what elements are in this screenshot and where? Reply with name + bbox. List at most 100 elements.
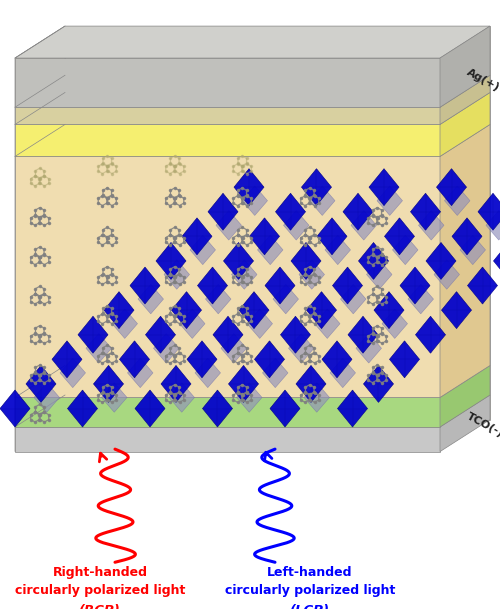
Polygon shape	[343, 193, 373, 230]
Polygon shape	[15, 58, 440, 107]
Polygon shape	[478, 193, 500, 230]
Polygon shape	[34, 382, 60, 412]
Polygon shape	[208, 193, 238, 230]
Polygon shape	[15, 76, 490, 107]
Polygon shape	[408, 284, 434, 314]
Polygon shape	[340, 284, 366, 314]
Polygon shape	[468, 267, 498, 304]
Text: circularly polarized light: circularly polarized light	[225, 585, 395, 597]
Polygon shape	[384, 218, 414, 255]
Polygon shape	[418, 211, 444, 240]
Polygon shape	[221, 334, 246, 363]
Polygon shape	[434, 259, 460, 289]
Polygon shape	[198, 267, 228, 304]
Polygon shape	[15, 427, 440, 452]
Polygon shape	[120, 341, 150, 378]
Polygon shape	[440, 93, 490, 157]
Polygon shape	[351, 211, 376, 240]
Polygon shape	[392, 235, 418, 265]
Text: Right-handed: Right-handed	[52, 566, 148, 579]
Polygon shape	[135, 390, 165, 427]
Text: Left-handed: Left-handed	[267, 566, 353, 579]
Polygon shape	[180, 309, 205, 339]
Polygon shape	[364, 365, 394, 403]
Polygon shape	[296, 365, 326, 403]
Polygon shape	[228, 365, 258, 403]
Polygon shape	[94, 365, 124, 403]
Polygon shape	[213, 316, 243, 353]
Polygon shape	[187, 341, 217, 378]
Polygon shape	[15, 395, 490, 427]
Text: (LCP): (LCP)	[290, 604, 330, 609]
Polygon shape	[224, 242, 254, 280]
Polygon shape	[276, 193, 306, 230]
Polygon shape	[306, 292, 336, 329]
Polygon shape	[15, 107, 440, 124]
Polygon shape	[250, 218, 280, 255]
Polygon shape	[232, 259, 257, 289]
Polygon shape	[112, 309, 138, 339]
Polygon shape	[52, 341, 82, 378]
Polygon shape	[280, 316, 310, 353]
Polygon shape	[426, 242, 456, 280]
Polygon shape	[15, 26, 490, 58]
Polygon shape	[182, 218, 212, 255]
Polygon shape	[314, 309, 340, 339]
Polygon shape	[202, 390, 232, 427]
Polygon shape	[216, 211, 242, 240]
Polygon shape	[440, 26, 490, 107]
Polygon shape	[15, 26, 65, 452]
Polygon shape	[486, 211, 500, 240]
Polygon shape	[348, 316, 378, 353]
Polygon shape	[410, 193, 440, 230]
Polygon shape	[444, 186, 470, 216]
Polygon shape	[172, 292, 202, 329]
Polygon shape	[206, 284, 231, 314]
Polygon shape	[254, 341, 284, 378]
Polygon shape	[242, 186, 268, 216]
Polygon shape	[317, 218, 347, 255]
Polygon shape	[382, 309, 407, 339]
Polygon shape	[15, 365, 490, 398]
Polygon shape	[26, 365, 56, 403]
Polygon shape	[322, 341, 352, 378]
Polygon shape	[390, 341, 420, 378]
Polygon shape	[154, 334, 179, 363]
Polygon shape	[258, 235, 283, 265]
Polygon shape	[146, 316, 176, 353]
Polygon shape	[234, 169, 264, 206]
Polygon shape	[0, 390, 30, 427]
Polygon shape	[400, 267, 430, 304]
Text: circularly polarized light: circularly polarized light	[15, 585, 185, 597]
Polygon shape	[265, 267, 295, 304]
Polygon shape	[284, 211, 309, 240]
Polygon shape	[338, 390, 368, 427]
Polygon shape	[156, 242, 186, 280]
Polygon shape	[440, 124, 490, 398]
Polygon shape	[374, 292, 404, 329]
Polygon shape	[369, 169, 399, 206]
Polygon shape	[65, 26, 490, 420]
Polygon shape	[288, 334, 314, 363]
Polygon shape	[169, 382, 194, 412]
Polygon shape	[494, 242, 500, 280]
Polygon shape	[440, 76, 490, 124]
Polygon shape	[15, 93, 490, 124]
Polygon shape	[190, 235, 216, 265]
Polygon shape	[262, 358, 288, 388]
Polygon shape	[325, 235, 350, 265]
Polygon shape	[304, 382, 330, 412]
Polygon shape	[442, 292, 472, 329]
Polygon shape	[377, 186, 402, 216]
Polygon shape	[416, 316, 446, 353]
Polygon shape	[239, 292, 269, 329]
Text: TCO(-): TCO(-)	[465, 410, 500, 438]
Polygon shape	[332, 267, 362, 304]
Polygon shape	[440, 365, 490, 427]
Polygon shape	[273, 284, 298, 314]
Polygon shape	[78, 316, 108, 353]
Polygon shape	[330, 358, 355, 388]
Polygon shape	[270, 390, 300, 427]
Polygon shape	[291, 242, 321, 280]
Polygon shape	[356, 334, 382, 363]
